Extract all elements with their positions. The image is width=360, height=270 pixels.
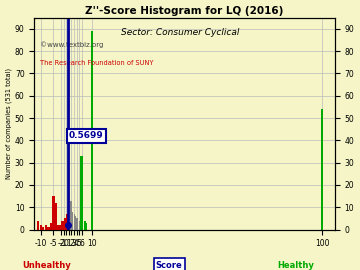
Bar [52, 196, 55, 229]
Bar [66, 214, 69, 230]
Text: ©www.textbiz.org: ©www.textbiz.org [40, 41, 104, 48]
Title: Z''-Score Histogram for LQ (2016): Z''-Score Histogram for LQ (2016) [85, 6, 284, 16]
Bar [37, 221, 39, 229]
Text: The Research Foundation of SUNY: The Research Foundation of SUNY [40, 60, 154, 66]
Text: Sector: Consumer Cyclical: Sector: Consumer Cyclical [121, 28, 239, 37]
Bar [50, 223, 52, 230]
Bar [61, 221, 64, 229]
Y-axis label: Number of companies (531 total): Number of companies (531 total) [5, 68, 12, 179]
Text: 0.5699: 0.5699 [69, 131, 104, 140]
Bar [58, 225, 60, 229]
Bar [42, 227, 44, 230]
Text: Healthy: Healthy [277, 261, 314, 269]
Bar [55, 203, 57, 230]
Bar [47, 227, 50, 230]
Bar [45, 225, 47, 229]
Bar [40, 225, 42, 229]
Text: Score: Score [156, 261, 183, 269]
Bar [321, 109, 323, 230]
Bar [91, 31, 93, 230]
Bar [64, 218, 66, 230]
Bar [60, 225, 62, 229]
Text: Unhealthy: Unhealthy [22, 261, 71, 269]
Bar [81, 156, 83, 230]
